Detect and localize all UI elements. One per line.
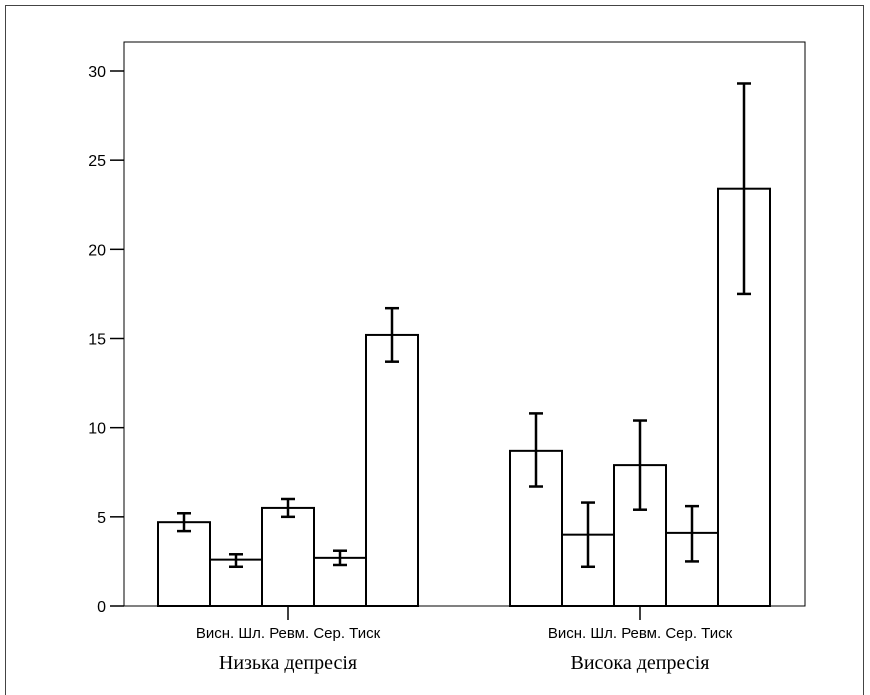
y-tick-label: 10 bbox=[88, 421, 106, 438]
x-axis: Висн. Шл. Ревм. Сер. Тиск Низька депресія… bbox=[196, 606, 733, 674]
y-tick-label: 5 bbox=[97, 510, 106, 527]
error-bar bbox=[229, 553, 243, 569]
bar bbox=[157, 521, 211, 608]
error-bar bbox=[385, 306, 399, 363]
y-tick-label: 15 bbox=[88, 332, 106, 349]
chart-frame bbox=[5, 5, 864, 695]
bar bbox=[261, 506, 315, 607]
bars bbox=[157, 187, 771, 608]
group-label: Висока депресія bbox=[571, 652, 710, 674]
error-bar bbox=[177, 512, 191, 533]
error-bar bbox=[333, 549, 347, 567]
error-bars bbox=[177, 82, 751, 569]
error-bar bbox=[581, 501, 595, 569]
error-bar bbox=[737, 82, 751, 296]
category-labels: Висн. Шл. Ревм. Сер. Тиск bbox=[548, 625, 733, 642]
y-tick-label: 0 bbox=[97, 599, 106, 616]
y-tick-label: 20 bbox=[88, 242, 106, 259]
y-tick-label: 30 bbox=[88, 64, 106, 81]
plot-area bbox=[123, 41, 806, 607]
bar bbox=[365, 333, 419, 607]
y-axis: 0 5 10 15 20 25 30 bbox=[88, 64, 124, 616]
error-bar bbox=[685, 504, 699, 563]
plot-border bbox=[123, 41, 806, 607]
error-bar bbox=[529, 412, 543, 488]
error-bar bbox=[281, 497, 295, 519]
category-labels: Висн. Шл. Ревм. Сер. Тиск bbox=[196, 625, 381, 642]
error-bar bbox=[633, 419, 647, 511]
y-tick-label: 25 bbox=[88, 153, 106, 170]
group-label: Низька депресія bbox=[219, 652, 357, 674]
